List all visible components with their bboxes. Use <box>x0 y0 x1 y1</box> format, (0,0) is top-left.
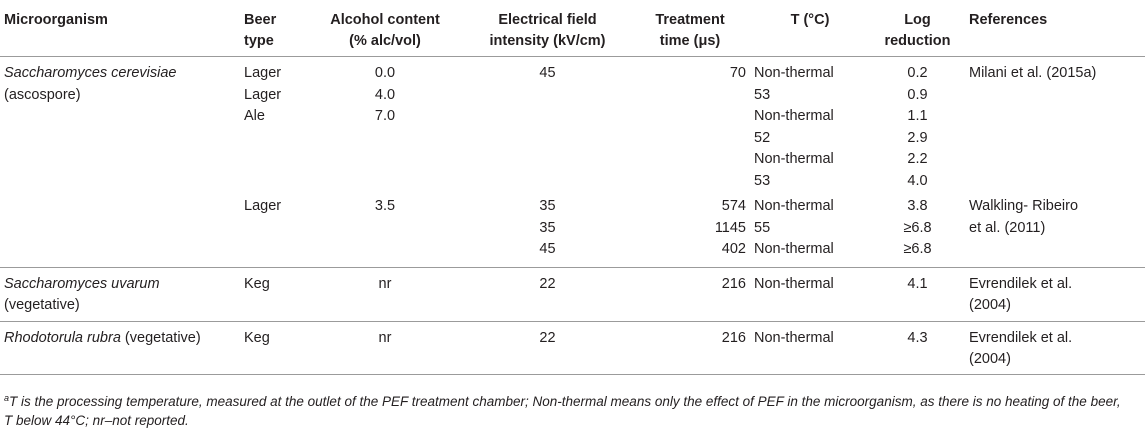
field-cell: 45 <box>539 65 556 81</box>
log-reduction-cell: 4.3 <box>907 329 928 346</box>
log-reduction-cell: 0.2 0.9 1.1 2.9 2.2 4.0 <box>907 65 928 189</box>
header-references: References <box>969 12 1048 28</box>
footnote-line-2: T below 44°C; nr–not reported. <box>4 413 189 428</box>
microorganism-cell <box>0 196 240 267</box>
table-row: Saccharomyces uvarum (vegetative) Keg nr … <box>0 267 1145 321</box>
table-footnote: aT is the processing temperature, measur… <box>0 374 1145 430</box>
log-reduction-cell: 3.8 ≥6.8 ≥6.8 <box>903 198 932 257</box>
temperature-cell: Non-thermal 53 Non-thermal 52 Non-thermal 53 <box>754 65 834 189</box>
alcohol-cell: nr <box>378 275 392 292</box>
reference-cell: Walkling- Ribeiro et al. (2011) <box>969 198 1079 236</box>
temperature-cell: Non-thermal <box>754 329 834 346</box>
time-cell: 70 <box>729 65 746 81</box>
header-log: Log reduction <box>884 12 951 49</box>
field-cell: 22 <box>539 329 556 346</box>
beer-type-cell: Keg <box>244 329 270 346</box>
header-row: Microorganism Beer type Alcohol content (%… <box>0 2 1145 57</box>
microorganism-cell: Rhodotorula rubra (vegetative) <box>4 329 201 346</box>
beer-type-cell: Lager <box>244 198 282 214</box>
log-reduction-cell: 4.1 <box>907 275 928 292</box>
footnote-line-1: aT is the processing temperature, measur… <box>4 393 1121 409</box>
table-row: Rhodotorula rubra (vegetative) Keg nr 22… <box>0 321 1145 375</box>
beer-type-cell: Keg <box>244 275 270 292</box>
table-row: Saccharomyces cerevisiae (ascospore) Lage… <box>0 57 1145 197</box>
temperature-cell: Non-thermal <box>754 275 834 292</box>
reference-cell: Milani et al. (2015a) <box>969 65 1097 81</box>
header-microorganism: Microorganism <box>4 12 108 28</box>
data-table: Microorganism Beer type Alcohol content (%… <box>0 2 1145 375</box>
reference-cell: Evrendilek et al. (2004) <box>969 329 1073 368</box>
alcohol-cell: 3.5 <box>374 198 396 214</box>
table-row: Lager 3.5 35 35 45 574 1145 402 Non-thermal 5… <box>0 196 1145 267</box>
time-cell: 216 <box>721 329 746 346</box>
header-field: Electrical field intensity (kV/cm) <box>489 12 606 49</box>
reference-cell: Evrendilek et al. (2004) <box>969 275 1073 314</box>
time-cell: 574 1145 402 <box>714 198 746 257</box>
microorganism-cell: Saccharomyces cerevisiae (ascospore) <box>4 65 177 103</box>
alcohol-cell: 0.0 4.0 7.0 <box>374 65 396 124</box>
header-temperature: T (°C) <box>790 12 830 28</box>
field-cell: 35 35 45 <box>539 198 556 257</box>
header-time: Treatment time (μs) <box>655 12 725 49</box>
time-cell: 216 <box>721 275 746 292</box>
header-alcohol: Alcohol content (% alc/vol) <box>330 12 440 49</box>
field-cell: 22 <box>539 275 556 292</box>
beer-type-cell: Lager Lager Ale <box>244 65 282 124</box>
microorganism-cell: Saccharomyces uvarum (vegetative) <box>4 275 160 314</box>
temperature-cell: Non-thermal 55 Non-thermal <box>754 198 834 257</box>
header-beer-type: Beer type <box>244 12 277 49</box>
alcohol-cell: nr <box>378 329 392 346</box>
